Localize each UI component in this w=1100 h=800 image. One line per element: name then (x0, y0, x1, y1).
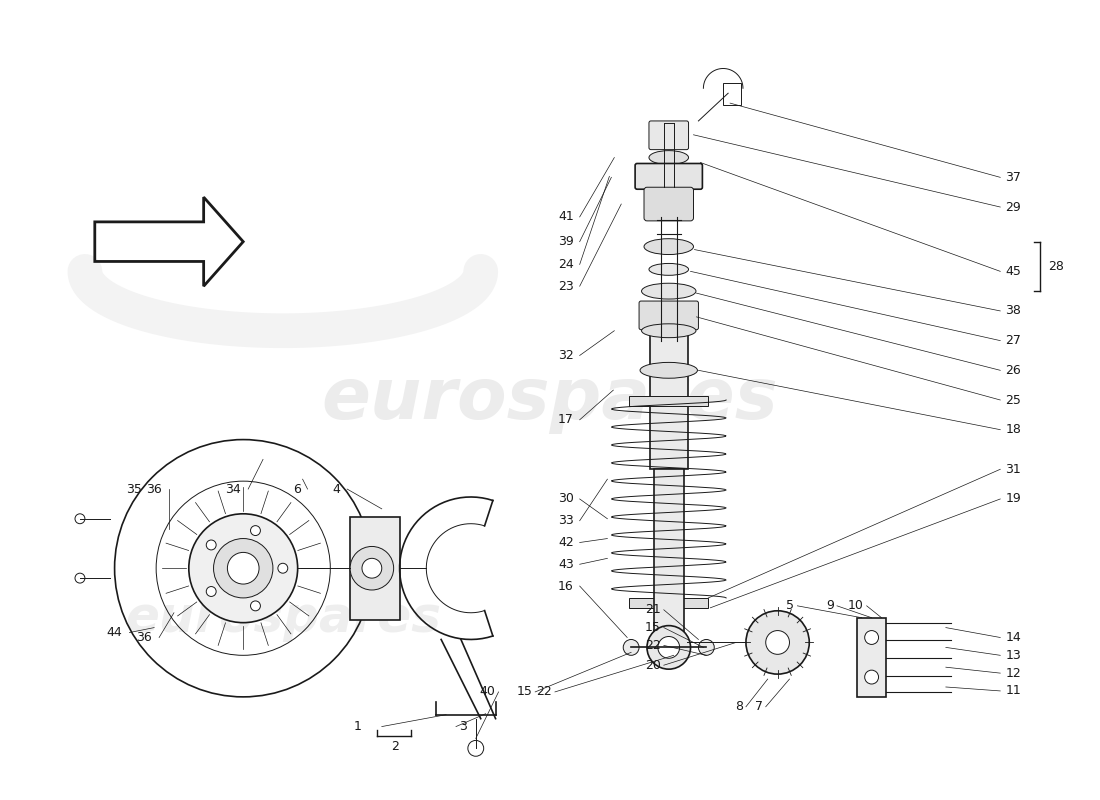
Text: 21: 21 (645, 603, 661, 616)
Circle shape (207, 540, 217, 550)
Text: 38: 38 (1005, 305, 1021, 318)
Text: 44: 44 (107, 626, 122, 639)
Circle shape (658, 637, 680, 658)
Circle shape (189, 514, 298, 622)
Bar (629, 598, 708, 608)
Ellipse shape (649, 150, 689, 165)
Circle shape (228, 552, 260, 584)
Circle shape (624, 639, 639, 655)
Text: 30: 30 (558, 493, 574, 506)
Ellipse shape (641, 324, 696, 338)
Bar (629, 396, 708, 406)
Text: 4: 4 (332, 482, 340, 495)
Text: 29: 29 (1005, 201, 1021, 214)
Text: 36: 36 (136, 631, 152, 644)
Ellipse shape (644, 238, 693, 254)
Text: 2: 2 (390, 740, 398, 753)
Ellipse shape (640, 362, 697, 378)
Text: 26: 26 (1005, 364, 1021, 377)
Bar (857, 618, 887, 697)
Text: 39: 39 (558, 235, 574, 248)
Text: 9: 9 (826, 599, 834, 612)
Text: 3: 3 (459, 720, 466, 733)
FancyBboxPatch shape (639, 301, 698, 330)
Text: 28: 28 (1048, 260, 1064, 273)
FancyBboxPatch shape (635, 163, 703, 190)
FancyBboxPatch shape (649, 121, 689, 150)
Text: 24: 24 (558, 258, 574, 271)
Text: 18: 18 (1005, 423, 1021, 436)
Text: 6: 6 (293, 482, 300, 495)
Circle shape (251, 526, 261, 535)
Circle shape (865, 630, 879, 645)
Text: 7: 7 (755, 700, 762, 714)
Circle shape (213, 538, 273, 598)
Circle shape (865, 670, 879, 684)
Circle shape (251, 601, 261, 611)
FancyBboxPatch shape (644, 187, 693, 221)
Text: 15: 15 (516, 686, 532, 698)
Text: 25: 25 (1005, 394, 1021, 406)
Text: 16: 16 (558, 579, 574, 593)
Text: 5: 5 (786, 599, 794, 612)
Text: 36: 36 (146, 482, 162, 495)
Circle shape (766, 630, 790, 654)
Text: 10: 10 (848, 599, 864, 612)
Text: eurospares: eurospares (321, 366, 779, 434)
Text: 15: 15 (645, 621, 661, 634)
Text: 22: 22 (645, 639, 661, 652)
Text: 33: 33 (558, 514, 574, 527)
Text: 27: 27 (1005, 334, 1021, 347)
Text: 11: 11 (1005, 685, 1021, 698)
Text: 45: 45 (1005, 265, 1021, 278)
Text: 35: 35 (126, 482, 142, 495)
Circle shape (362, 558, 382, 578)
Text: 32: 32 (558, 349, 574, 362)
Circle shape (746, 610, 810, 674)
Bar (350, 517, 399, 620)
Text: 41: 41 (558, 210, 574, 223)
Text: 12: 12 (1005, 666, 1021, 680)
Text: eurospares: eurospares (124, 594, 441, 642)
Bar (653, 470, 683, 638)
Text: 37: 37 (1005, 171, 1021, 184)
Text: 43: 43 (558, 558, 574, 570)
Text: 8: 8 (735, 700, 743, 714)
Text: 19: 19 (1005, 493, 1021, 506)
Circle shape (698, 639, 714, 655)
Text: 20: 20 (645, 658, 661, 672)
Text: 34: 34 (226, 482, 241, 495)
Text: 40: 40 (480, 686, 496, 698)
Text: 22: 22 (536, 686, 552, 698)
Circle shape (278, 563, 288, 573)
Text: 14: 14 (1005, 631, 1021, 644)
Bar (650, 330, 688, 470)
Text: 23: 23 (558, 280, 574, 293)
Circle shape (647, 626, 691, 669)
Text: 17: 17 (558, 414, 574, 426)
Ellipse shape (641, 283, 696, 299)
Bar (723, 83, 741, 105)
Circle shape (350, 546, 394, 590)
Text: 1: 1 (354, 720, 362, 733)
Circle shape (207, 586, 217, 597)
Text: 13: 13 (1005, 649, 1021, 662)
Text: 42: 42 (558, 536, 574, 549)
Text: 31: 31 (1005, 462, 1021, 476)
Ellipse shape (649, 263, 689, 275)
